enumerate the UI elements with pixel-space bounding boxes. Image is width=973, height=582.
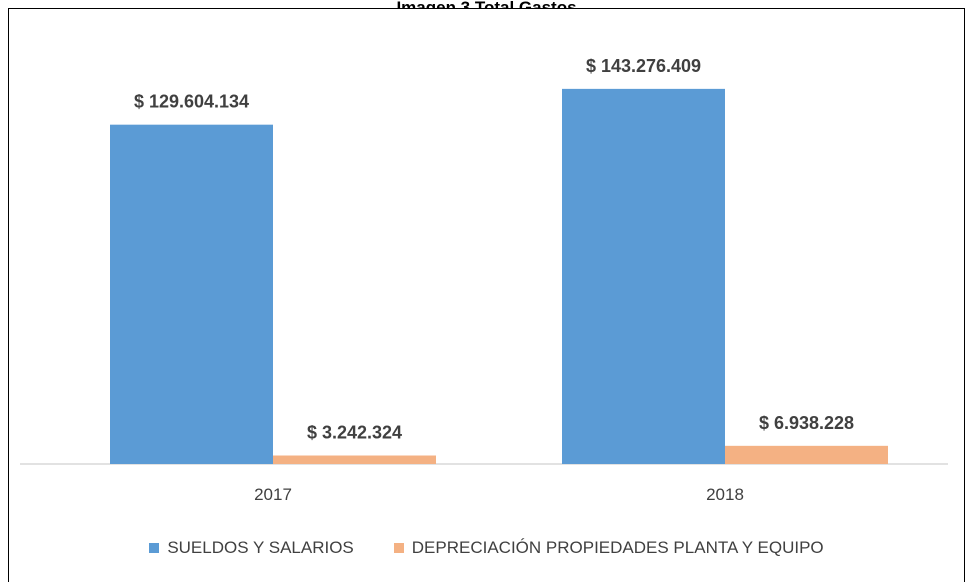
x-tick-label-2018: 2018 [706,485,744,504]
page-title: Imagen 3 Total Gastos [0,0,973,9]
legend-swatch-sueldos [149,543,160,553]
legend-label-depreciacion: DEPRECIACIÓN PROPIEDADES PLANTA Y EQUIPO [411,538,824,557]
bar-sueldos-2017 [110,124,273,464]
chart-legend: SUELDOS Y SALARIOS DEPRECIACIÓN PROPIEDA… [0,538,973,558]
data-label-depreciacion-2017: $ 3.242.324 [307,423,402,443]
bar-depreciacion-2017 [273,455,436,464]
chart-frame [8,8,965,582]
bar-sueldos-2018 [562,88,725,464]
legend-item-sueldos: SUELDOS Y SALARIOS [149,538,354,558]
legend-item-depreciacion: DEPRECIACIÓN PROPIEDADES PLANTA Y EQUIPO [393,538,824,558]
x-tick-label-2017: 2017 [254,485,292,504]
data-label-sueldos-2017: $ 129.604.134 [134,92,249,112]
bar-depreciacion-2018 [725,445,888,464]
legend-swatch-depreciacion [393,543,404,553]
data-label-sueldos-2018: $ 143.276.409 [586,56,701,76]
data-label-depreciacion-2018: $ 6.938.228 [759,413,854,433]
legend-label-sueldos: SUELDOS Y SALARIOS [167,538,354,557]
